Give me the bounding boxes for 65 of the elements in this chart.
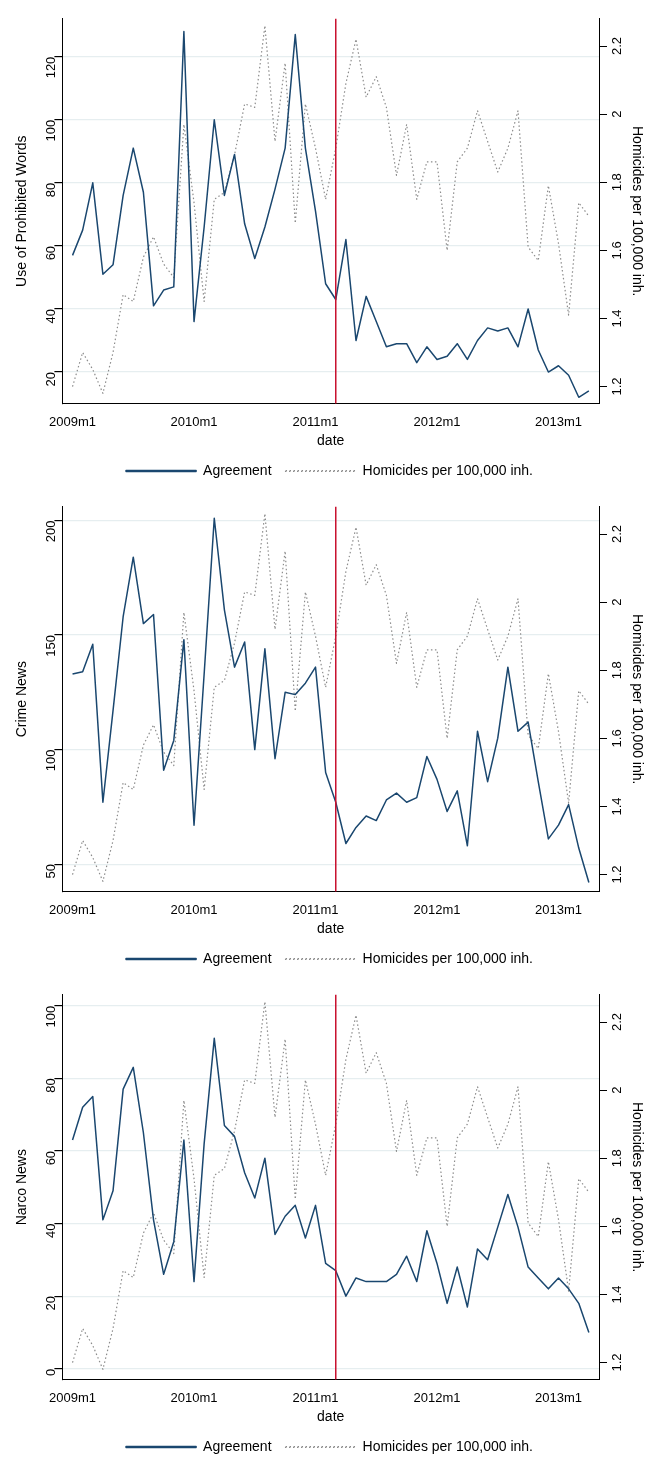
y2-tick-label: 2.2 <box>608 37 624 56</box>
legend-label: Agreement <box>203 949 272 966</box>
y-tick-label: 100 <box>42 119 58 142</box>
y-tick-label: 50 <box>42 864 58 879</box>
x-tick-label: 2010m1 <box>170 1389 218 1405</box>
legend-label: Homicides per 100,000 inh. <box>362 1437 533 1454</box>
x-axis-title: date <box>317 432 345 449</box>
x-tick-label: 2012m1 <box>413 1389 461 1405</box>
y-tick-label: 80 <box>42 1078 58 1093</box>
y-axis-title: Narco News <box>13 1149 30 1226</box>
line-series <box>71 1001 590 1370</box>
y-tick-label: 100 <box>42 1005 58 1028</box>
y-tick-label: 0 <box>42 1368 58 1376</box>
y-tick-label: 20 <box>42 372 58 387</box>
y2-axis-title: Homicides per 100,000 inh. <box>629 1101 646 1273</box>
y-axis-title: Use of Prohibited Words <box>13 135 30 287</box>
y2-tick-label: 2.2 <box>608 1013 624 1032</box>
y-tick-label: 80 <box>42 182 58 198</box>
y2-tick-label: 1.8 <box>608 661 624 680</box>
y-tick-label: 40 <box>42 1223 58 1238</box>
y-tick-label: 60 <box>42 1150 58 1166</box>
x-tick-label: 2011m1 <box>292 1389 339 1405</box>
legend-label: Agreement <box>203 461 272 478</box>
y2-axis-title: Homicides per 100,000 inh. <box>629 125 646 297</box>
y2-axis-title: Homicides per 100,000 inh. <box>629 613 646 785</box>
x-tick-label: 2012m1 <box>413 901 461 917</box>
x-tick-label: 2011m1 <box>292 901 339 917</box>
y-tick-label: 60 <box>42 245 58 261</box>
y2-tick-label: 2 <box>608 1086 624 1094</box>
y-tick-label: 100 <box>42 749 58 772</box>
y2-tick-label: 1.8 <box>608 173 624 192</box>
x-axis-title: date <box>317 920 345 937</box>
x-tick-label: 2010m1 <box>170 901 218 917</box>
y2-tick-label: 1.4 <box>608 309 624 328</box>
y2-tick-label: 1.2 <box>608 377 624 396</box>
x-tick-label: 2013m1 <box>535 413 582 429</box>
y2-tick-label: 1.4 <box>608 797 624 816</box>
x-tick-label: 2012m1 <box>413 413 461 429</box>
y-tick-label: 150 <box>42 635 58 657</box>
y2-tick-label: 1.6 <box>608 1217 624 1236</box>
y-tick-label: 120 <box>42 56 58 79</box>
x-tick-label: 2011m1 <box>292 413 339 429</box>
legend-label: Agreement <box>203 1437 272 1454</box>
y-tick-label: 20 <box>42 1296 58 1311</box>
x-tick-label: 2009m1 <box>49 413 97 429</box>
legend-label: Homicides per 100,000 inh. <box>362 949 533 966</box>
y2-tick-label: 1.2 <box>608 1353 624 1372</box>
y-axis-title: Crime News <box>13 661 30 738</box>
y2-tick-label: 2 <box>608 110 624 118</box>
y2-tick-label: 2 <box>608 598 624 606</box>
y-tick-label: 200 <box>42 520 58 543</box>
x-tick-label: 2013m1 <box>535 1389 582 1405</box>
y2-tick-label: 2.2 <box>608 525 624 544</box>
y2-tick-label: 1.8 <box>608 1149 624 1168</box>
x-tick-label: 2009m1 <box>49 1389 97 1405</box>
y2-tick-label: 1.2 <box>608 865 624 884</box>
x-tick-label: 2013m1 <box>535 901 582 917</box>
x-tick-label: 2010m1 <box>170 413 218 429</box>
x-tick-label: 2009m1 <box>49 901 97 917</box>
legend-label: Homicides per 100,000 inh. <box>362 461 533 478</box>
y2-tick-label: 1.4 <box>608 1285 624 1304</box>
y-tick-label: 40 <box>42 308 58 324</box>
y2-tick-label: 1.6 <box>608 241 624 260</box>
x-axis-title: date <box>317 1408 345 1425</box>
y2-tick-label: 1.6 <box>608 729 624 748</box>
